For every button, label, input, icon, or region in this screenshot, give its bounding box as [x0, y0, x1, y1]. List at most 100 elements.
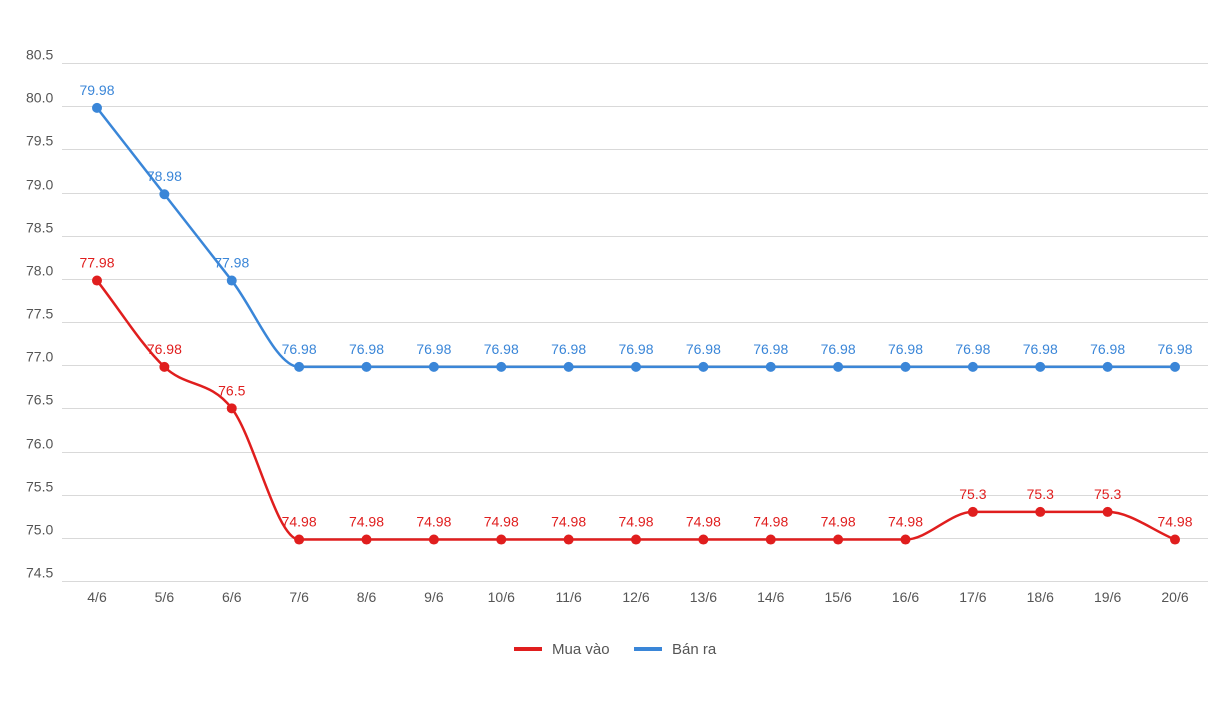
- x-axis-ticks: 4/6 5/6 6/6 7/6 8/6 9/6 10/6 11/6 12/6 13/6 14/6 15…: [87, 589, 1189, 605]
- data-point-mua-vao[interactable]: [563, 534, 574, 545]
- data-label-ban-ra: 77.98: [214, 255, 249, 271]
- series-ban-ra: 79.98 78.98 77.98 76.98 76.98 76.98 76.98 76.98…: [79, 82, 1193, 372]
- y-tick-label: 77.5: [26, 306, 53, 322]
- data-label-ban-ra: 76.98: [484, 341, 519, 357]
- grid-lines: [62, 63, 1208, 582]
- data-point-ban-ra[interactable]: [1035, 361, 1046, 372]
- x-tick-label: 13/6: [690, 589, 717, 605]
- data-label-mua-vao: 74.98: [416, 514, 451, 530]
- y-tick-label: 80.0: [26, 90, 53, 106]
- data-point-mua-vao[interactable]: [833, 534, 844, 545]
- x-tick-label: 6/6: [222, 589, 242, 605]
- data-label-mua-vao: 74.98: [349, 514, 384, 530]
- data-label-mua-vao: 75.3: [959, 486, 986, 502]
- data-label-mua-vao: 74.98: [888, 514, 923, 530]
- data-label-mua-vao: 77.98: [79, 255, 114, 271]
- data-label-ban-ra: 76.98: [1023, 341, 1058, 357]
- data-point-mua-vao[interactable]: [92, 275, 102, 286]
- data-label-mua-vao: 74.98: [282, 514, 317, 530]
- data-point-mua-vao[interactable]: [631, 534, 641, 545]
- x-tick-label: 19/6: [1094, 589, 1121, 605]
- data-point-ban-ra[interactable]: [496, 361, 507, 372]
- data-point-mua-vao[interactable]: [765, 534, 776, 545]
- data-point-ban-ra[interactable]: [833, 361, 844, 372]
- data-label-ban-ra: 76.98: [686, 341, 721, 357]
- data-label-mua-vao: 76.98: [147, 341, 182, 357]
- y-tick-label: 80.5: [26, 47, 53, 63]
- legend-label: Bán ra: [672, 641, 717, 658]
- y-tick-label: 79.5: [26, 133, 53, 149]
- x-tick-label: 9/6: [424, 589, 444, 605]
- data-point-ban-ra[interactable]: [428, 361, 439, 372]
- data-label-mua-vao: 74.98: [1157, 514, 1192, 530]
- data-label-ban-ra: 76.98: [618, 341, 653, 357]
- data-label-mua-vao: 75.3: [1027, 486, 1054, 502]
- data-point-ban-ra[interactable]: [967, 361, 978, 372]
- data-point-mua-vao[interactable]: [1102, 506, 1113, 517]
- data-label-ban-ra: 76.98: [955, 341, 990, 357]
- y-tick-label: 75.0: [26, 522, 53, 538]
- data-point-mua-vao[interactable]: [698, 534, 709, 545]
- series-line-mua-vao: [96, 279, 1176, 541]
- series-lines: 77.98 76.98 76.5 74.98 74.98 74.98 74.98 74.98 7…: [79, 82, 1193, 545]
- data-point-ban-ra[interactable]: [900, 361, 911, 372]
- x-tick-label: 18/6: [1027, 589, 1054, 605]
- data-label-ban-ra: 79.98: [79, 82, 114, 98]
- x-tick-label: 5/6: [155, 589, 175, 605]
- data-point-mua-vao[interactable]: [294, 534, 305, 545]
- data-label-mua-vao: 74.98: [686, 514, 721, 530]
- x-tick-label: 15/6: [825, 589, 852, 605]
- data-point-ban-ra[interactable]: [361, 361, 372, 372]
- x-tick-label: 10/6: [488, 589, 515, 605]
- y-axis-ticks: 74.5 75.0 75.5 76.0 76.5 77.0 77.5 78.0 78.5 79.0…: [26, 47, 53, 581]
- x-tick-label: 20/6: [1161, 589, 1188, 605]
- data-point-ban-ra[interactable]: [226, 275, 237, 286]
- data-label-ban-ra: 76.98: [282, 341, 317, 357]
- data-label-ban-ra: 76.98: [1157, 341, 1192, 357]
- data-point-mua-vao[interactable]: [428, 534, 439, 545]
- data-point-mua-vao[interactable]: [226, 403, 237, 414]
- data-point-ban-ra[interactable]: [698, 361, 709, 372]
- data-point-ban-ra[interactable]: [1102, 361, 1113, 372]
- data-point-mua-vao[interactable]: [496, 534, 507, 545]
- data-label-mua-vao: 74.98: [484, 514, 519, 530]
- data-point-ban-ra[interactable]: [1170, 361, 1180, 372]
- legend-item-mua-vao[interactable]: Mua vào: [514, 641, 610, 658]
- data-label-ban-ra: 76.98: [821, 341, 856, 357]
- x-tick-label: 4/6: [87, 589, 107, 605]
- data-point-ban-ra[interactable]: [765, 361, 776, 372]
- legend-item-ban-ra[interactable]: Bán ra: [634, 641, 717, 658]
- data-label-ban-ra: 76.98: [888, 341, 923, 357]
- y-tick-label: 77.0: [26, 349, 53, 365]
- data-label-mua-vao: 75.3: [1094, 486, 1121, 502]
- data-label-mua-vao: 74.98: [821, 514, 856, 530]
- data-point-ban-ra[interactable]: [159, 189, 170, 200]
- data-point-ban-ra[interactable]: [92, 102, 102, 113]
- y-tick-label: 76.5: [26, 392, 53, 408]
- legend-label: Mua vào: [552, 641, 610, 658]
- data-point-mua-vao[interactable]: [361, 534, 372, 545]
- x-tick-label: 12/6: [622, 589, 649, 605]
- x-tick-label: 17/6: [959, 589, 986, 605]
- data-point-ban-ra[interactable]: [631, 361, 641, 372]
- data-point-ban-ra[interactable]: [563, 361, 574, 372]
- data-point-mua-vao[interactable]: [1035, 506, 1046, 517]
- y-tick-label: 79.0: [26, 177, 53, 193]
- data-label-ban-ra: 76.98: [1090, 341, 1125, 357]
- y-tick-label: 78.5: [26, 220, 53, 236]
- data-point-mua-vao[interactable]: [1170, 534, 1180, 545]
- data-label-mua-vao: 74.98: [618, 514, 653, 530]
- data-label-mua-vao: 74.98: [551, 514, 586, 530]
- x-tick-label: 11/6: [556, 589, 582, 605]
- y-tick-label: 78.0: [26, 263, 53, 279]
- x-tick-label: 7/6: [289, 589, 309, 605]
- legend[interactable]: Mua vào Bán ra: [514, 641, 717, 658]
- data-point-mua-vao[interactable]: [159, 361, 170, 372]
- data-point-ban-ra[interactable]: [294, 361, 305, 372]
- y-tick-label: 76.0: [26, 436, 53, 452]
- y-tick-label: 75.5: [26, 479, 53, 495]
- data-point-mua-vao[interactable]: [967, 506, 978, 517]
- data-point-mua-vao[interactable]: [900, 534, 911, 545]
- data-label-mua-vao: 76.5: [218, 382, 245, 398]
